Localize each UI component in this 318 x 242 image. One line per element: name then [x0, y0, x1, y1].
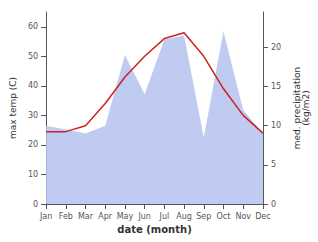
svg-text:Jul: Jul: [159, 212, 170, 221]
svg-text:0: 0: [33, 200, 38, 209]
svg-text:Sep: Sep: [196, 212, 211, 221]
svg-text:date (month): date (month): [117, 224, 191, 235]
svg-text:(kg/m2): (kg/m2): [301, 90, 311, 125]
svg-text:40: 40: [28, 81, 38, 90]
svg-text:Nov: Nov: [235, 212, 251, 221]
svg-text:Oct: Oct: [217, 212, 231, 221]
svg-text:60: 60: [28, 22, 38, 31]
svg-text:Aug: Aug: [176, 212, 192, 221]
svg-text:10: 10: [28, 170, 38, 179]
svg-text:5: 5: [271, 160, 276, 169]
svg-text:Feb: Feb: [59, 212, 73, 221]
svg-text:50: 50: [28, 52, 38, 61]
svg-text:Dec: Dec: [255, 212, 270, 221]
svg-text:Apr: Apr: [98, 212, 113, 221]
svg-text:Mar: Mar: [78, 212, 94, 221]
svg-text:20: 20: [271, 43, 281, 52]
svg-text:May: May: [117, 212, 134, 221]
svg-text:max temp (C): max temp (C): [8, 77, 18, 139]
svg-text:20: 20: [28, 140, 38, 149]
svg-text:med. precipitation: med. precipitation: [291, 66, 302, 150]
svg-text:0: 0: [271, 200, 276, 209]
svg-text:Jun: Jun: [137, 212, 151, 221]
svg-text:15: 15: [271, 82, 281, 91]
svg-text:Jan: Jan: [39, 212, 52, 221]
svg-text:30: 30: [28, 111, 38, 120]
svg-text:10: 10: [271, 121, 281, 130]
